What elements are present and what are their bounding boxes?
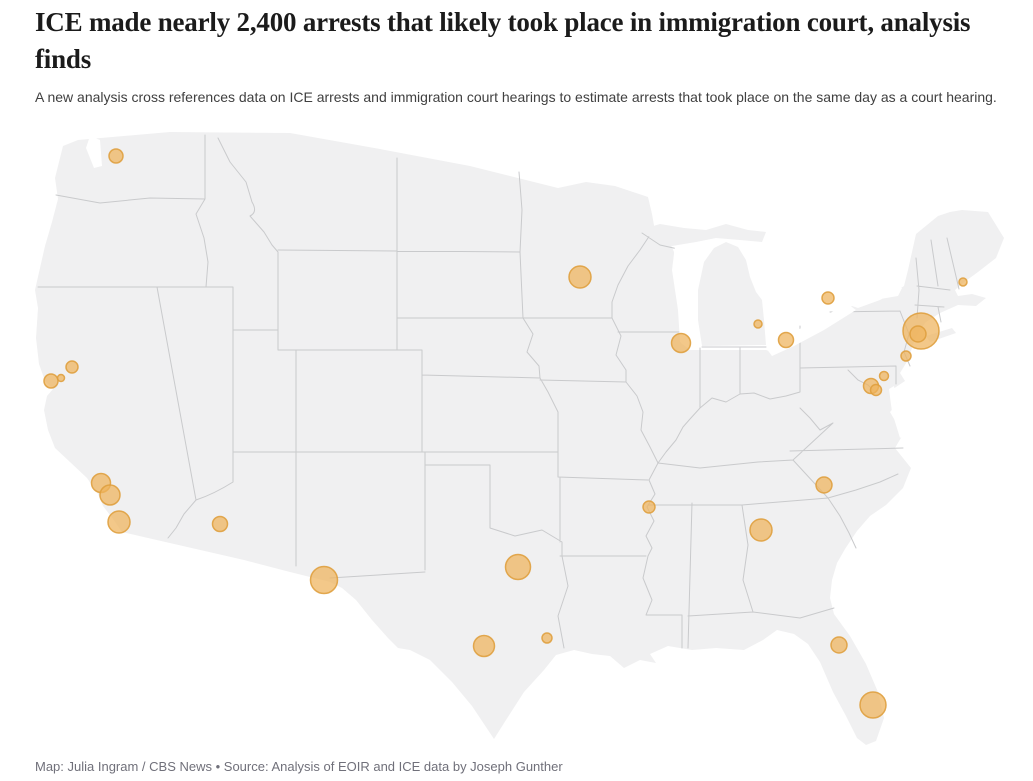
arrest-bubble[interactable] [909,325,927,343]
arrest-bubble[interactable] [309,565,339,595]
credit-line: Map: Julia Ingram / CBS News • Source: A… [35,759,563,774]
bubble-layer [43,148,968,719]
arrest-bubble[interactable] [958,277,968,287]
arrest-bubble[interactable] [869,383,883,397]
arrest-bubble[interactable] [878,370,890,382]
chart-header: ICE made nearly 2,400 arrests that likel… [35,4,1000,107]
arrest-bubble[interactable] [753,319,763,329]
arrest-bubble[interactable] [670,332,692,354]
michigan-lower-peninsula [698,242,766,346]
arrest-bubble[interactable] [99,484,121,506]
lake-michigan [672,232,706,348]
page-subtitle: A new analysis cross references data on … [35,89,997,105]
arrest-bubble[interactable] [211,515,229,533]
page-title: ICE made nearly 2,400 arrests that likel… [35,7,971,74]
michigan-upper-peninsula [640,224,766,246]
arrest-bubble[interactable] [642,500,656,514]
state-borders [37,134,960,649]
arrest-bubble[interactable] [541,632,553,644]
arrest-bubble[interactable] [107,510,131,534]
arrest-bubble[interactable] [108,148,124,164]
arrest-bubble[interactable] [504,553,532,581]
arrest-bubble[interactable] [777,331,795,349]
puget-sound [86,136,102,168]
arrest-bubble[interactable] [56,373,66,383]
arrest-bubble[interactable] [859,691,887,719]
arrest-bubble[interactable] [65,360,79,374]
arrest-bubble[interactable] [830,636,848,654]
arrest-bubble[interactable] [815,476,833,494]
chesapeake-bay [889,386,906,438]
lake-ontario [850,286,902,307]
arrest-bubble[interactable] [472,634,496,658]
arrest-bubble[interactable] [821,291,835,305]
arrest-bubble[interactable] [43,373,59,389]
us-landmass [35,132,1004,745]
arrest-bubble[interactable] [568,265,592,289]
arrest-bubble[interactable] [900,350,912,362]
arrest-bubble[interactable] [749,518,773,542]
